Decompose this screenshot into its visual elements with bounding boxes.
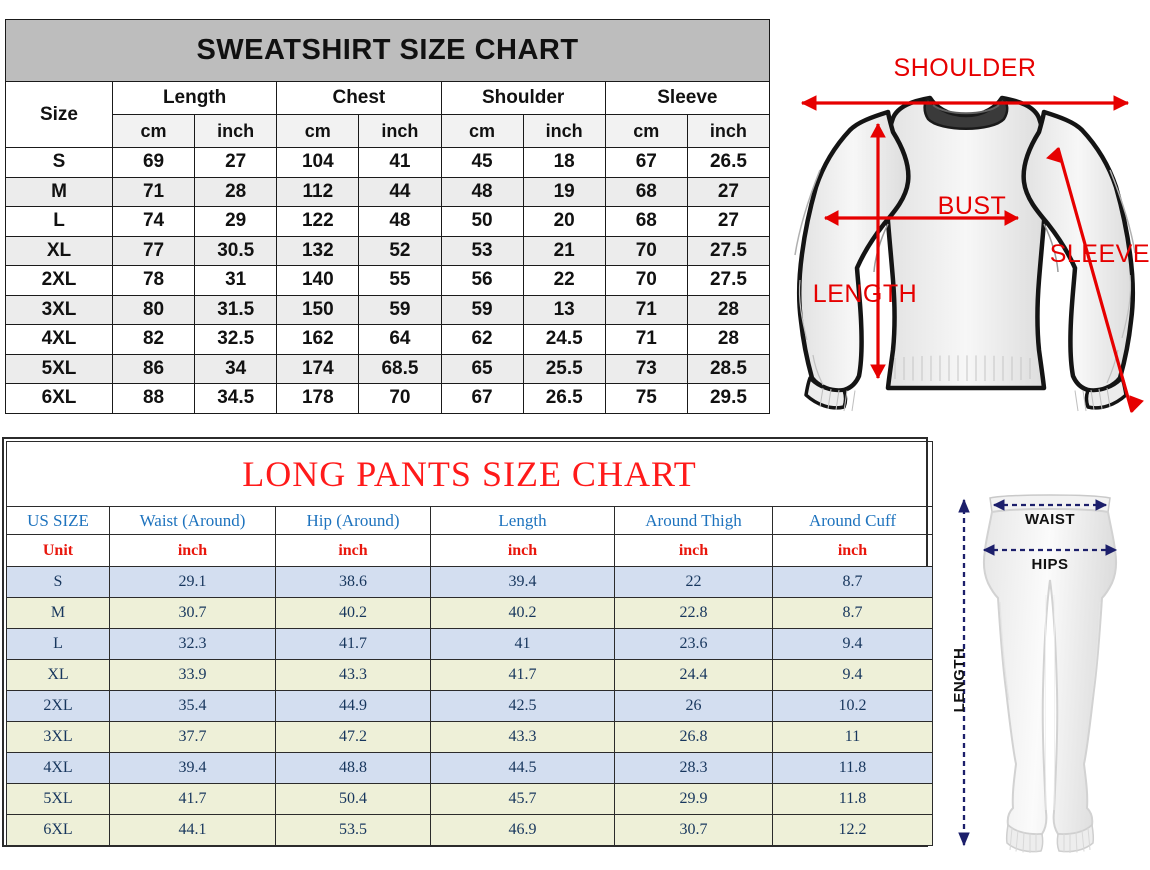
svg-text:LENGTH: LENGTH	[951, 648, 968, 713]
svg-text:SLEEVE: SLEEVE	[1050, 240, 1150, 268]
svg-text:LENGTH: LENGTH	[813, 280, 917, 308]
svg-text:WAIST: WAIST	[1025, 511, 1075, 528]
svg-text:HIPS: HIPS	[1031, 556, 1068, 573]
svg-text:BUST: BUST	[938, 192, 1007, 220]
svg-text:SHOULDER: SHOULDER	[894, 54, 1037, 82]
